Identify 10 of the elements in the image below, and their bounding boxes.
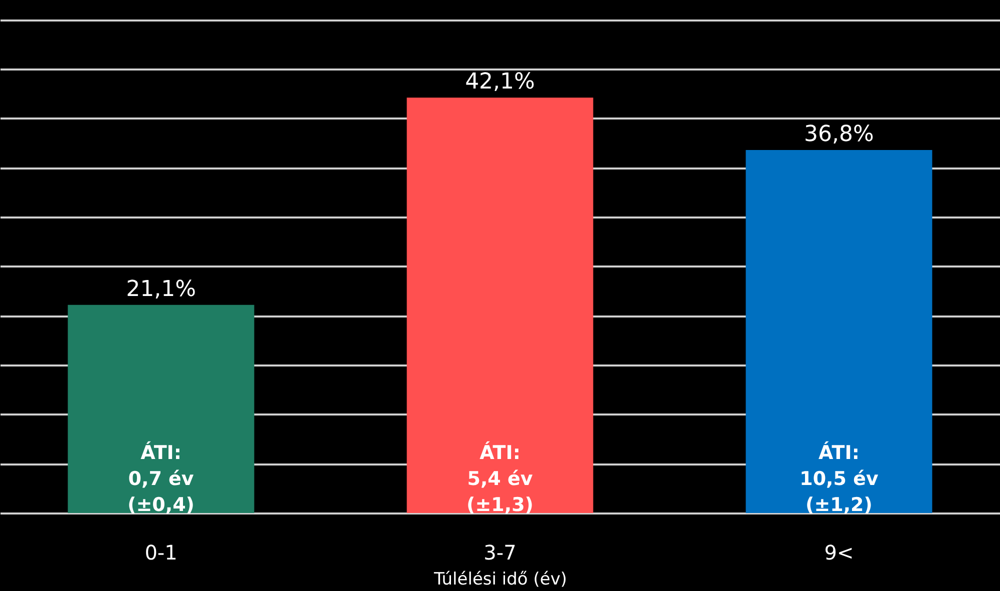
x-tick-label: 3-7 — [484, 540, 516, 564]
annotation: ÁTI: 10,5 év (±1,2) — [800, 441, 879, 516]
x-axis-title: Túlélési idő (év) — [432, 570, 568, 590]
annotation: ÁTI: 5,4 év (±1,3) — [466, 441, 534, 516]
x-tick-label: 9< — [824, 540, 854, 564]
data-label: 36,8% — [804, 122, 874, 147]
data-label: 21,1% — [126, 276, 196, 302]
annotation: ÁTI: 0,7 év (±0,4) — [128, 441, 194, 516]
data-label: 42,1% — [465, 70, 535, 95]
x-tick-label: 0-1 — [144, 540, 178, 564]
